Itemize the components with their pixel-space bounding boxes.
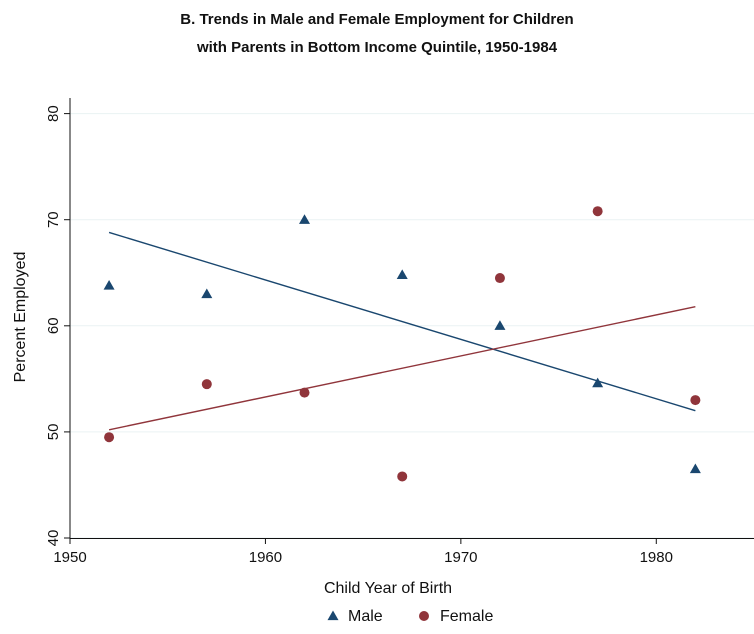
- y-tick-label-40: 40: [45, 530, 62, 547]
- female-point-1967: [397, 471, 408, 482]
- male-point-1952: [103, 279, 115, 290]
- legend: Male Female: [327, 608, 493, 625]
- y-tick-label-70: 70: [45, 211, 62, 228]
- legend-label-male: Male: [348, 608, 383, 625]
- legend-marker-female: [419, 611, 429, 621]
- chart-title-line-1: B. Trends in Male and Female Employment …: [180, 11, 573, 28]
- female-point-1952: [104, 432, 115, 443]
- female-point-1977: [592, 206, 603, 217]
- male-point-1977: [592, 377, 604, 388]
- x-tick-label-1980: 1980: [640, 549, 673, 566]
- male-point-1972: [494, 320, 506, 330]
- axes: 40 50 60 70 80 1950 1960 1970 1980: [45, 98, 754, 566]
- female-point-1962: [299, 387, 310, 398]
- y-tick-label-80: 80: [45, 105, 62, 122]
- male-point-1962: [299, 214, 311, 224]
- x-tick-label-1950: 1950: [53, 549, 86, 566]
- x-tick-label-1960: 1960: [249, 549, 282, 566]
- female-point-1972: [494, 273, 505, 284]
- chart-title-line-2: with Parents in Bottom Income Quintile, …: [196, 39, 558, 56]
- x-tick-label-1970: 1970: [444, 549, 477, 566]
- plot-area: [103, 206, 701, 482]
- y-tick-label-50: 50: [45, 424, 62, 441]
- female-point-1957: [201, 379, 212, 390]
- y-tick-label-60: 60: [45, 317, 62, 334]
- female-point-1982: [690, 395, 701, 406]
- male-point-1957: [201, 288, 213, 299]
- female-fit-line: [108, 306, 696, 431]
- legend-label-female: Female: [440, 608, 493, 625]
- male-point-1967: [396, 269, 408, 280]
- y-axis-title: Percent Employed: [12, 252, 29, 383]
- x-axis-title: Child Year of Birth: [324, 580, 452, 597]
- legend-marker-male: [327, 610, 339, 621]
- male-point-1982: [689, 463, 701, 474]
